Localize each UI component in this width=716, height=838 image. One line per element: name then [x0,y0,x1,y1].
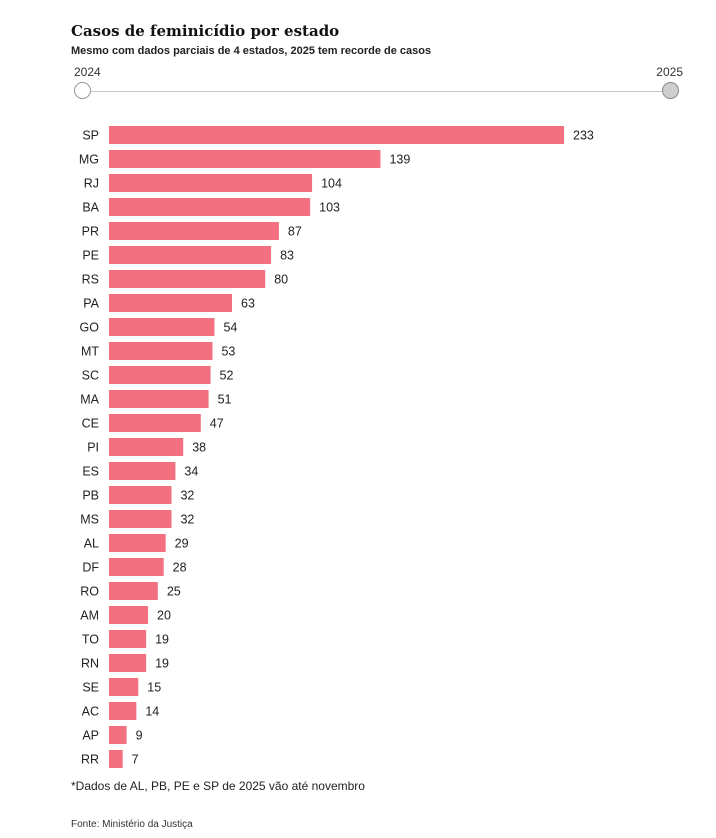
bar-pi[interactable] [109,438,184,456]
value-label-to: 19 [155,633,169,647]
value-label-se: 15 [147,681,161,695]
category-label-ba: BA [82,201,99,215]
slider-knob-start[interactable] [74,82,91,99]
category-label-to: TO [82,633,99,647]
value-label-rs: 80 [274,273,288,287]
value-label-al: 29 [175,537,189,551]
value-label-ce: 47 [210,417,224,431]
bar-pb[interactable] [109,486,172,504]
value-label-pb: 32 [180,489,194,503]
value-label-ma: 51 [218,393,232,407]
slider-end-label: 2025 [656,65,683,79]
value-label-sc: 52 [220,369,234,383]
category-label-sc: SC [82,369,99,383]
bar-ce[interactable] [109,414,201,432]
bar-sp[interactable] [109,126,564,144]
bar-ro[interactable] [109,582,158,600]
category-label-mt: MT [81,345,99,359]
category-label-rr: RR [81,753,99,767]
value-label-mg: 139 [389,153,410,167]
bar-ms[interactable] [109,510,172,528]
category-label-pr: PR [82,225,99,239]
category-label-pa: PA [83,297,99,311]
value-label-rr: 7 [132,753,139,767]
bar-pr[interactable] [109,222,279,240]
category-label-df: DF [82,561,99,575]
slider-start-label: 2024 [74,65,101,79]
category-label-rj: RJ [84,177,99,191]
bar-ma[interactable] [109,390,209,408]
category-label-rn: RN [81,657,99,671]
value-label-pe: 83 [280,249,294,263]
value-label-ac: 14 [145,705,159,719]
bar-ac[interactable] [109,702,137,720]
category-label-pe: PE [82,249,99,263]
year-slider[interactable]: 2024 2025 [71,64,683,108]
bar-rr[interactable] [109,750,123,768]
bar-am[interactable] [109,606,149,624]
bar-sc[interactable] [109,366,211,384]
value-label-pa: 63 [241,297,255,311]
category-label-es: ES [82,465,99,479]
bar-rj[interactable] [109,174,313,192]
value-label-df: 28 [173,561,187,575]
slider-track[interactable] [83,91,671,92]
category-label-al: AL [84,537,99,551]
bar-to[interactable] [109,630,147,648]
bar-mg[interactable] [109,150,381,168]
category-label-am: AM [80,609,99,623]
source-note: Fonte: Ministério da Justiça [71,819,193,830]
value-label-am: 20 [157,609,171,623]
category-label-ms: MS [80,513,99,527]
category-label-ac: AC [82,705,99,719]
value-label-go: 54 [223,321,237,335]
category-label-ma: MA [80,393,99,407]
category-label-sp: SP [82,129,99,143]
category-label-mg: MG [79,153,99,167]
category-label-se: SE [82,681,99,695]
bar-ba[interactable] [109,198,311,216]
value-label-rj: 104 [321,177,342,191]
value-label-ms: 32 [180,513,194,527]
value-label-es: 34 [184,465,198,479]
category-label-ro: RO [80,585,99,599]
chart-subtitle: Mesmo com dados parciais de 4 estados, 2… [71,45,432,57]
bar-pa[interactable] [109,294,233,312]
bar-se[interactable] [109,678,139,696]
value-label-sp: 233 [573,129,594,143]
value-label-ba: 103 [319,201,340,215]
bar-pe[interactable] [109,246,272,264]
value-label-mt: 53 [221,345,235,359]
footnote: *Dados de AL, PB, PE e SP de 2025 vão at… [71,779,365,793]
bar-chart: SP 233 MG 139 RJ 104 BA 103 PR 87 PE 83 RS 80 PA 63 GO 54… [79,126,594,768]
chart-title: Casos de feminicídio por estado [71,22,340,40]
category-label-pi: PI [87,441,99,455]
bar-al[interactable] [109,534,166,552]
slider-knob-end[interactable] [662,82,679,99]
value-label-ro: 25 [167,585,181,599]
value-label-pi: 38 [192,441,206,455]
value-label-rn: 19 [155,657,169,671]
bar-df[interactable] [109,558,164,576]
bar-mt[interactable] [109,342,213,360]
bar-rn[interactable] [109,654,147,672]
category-label-ap: AP [82,729,99,743]
bar-es[interactable] [109,462,176,480]
category-label-pb: PB [82,489,99,503]
category-label-go: GO [80,321,100,335]
bar-ap[interactable] [109,726,127,744]
value-label-pr: 87 [288,225,302,239]
value-label-ap: 9 [136,729,143,743]
bar-go[interactable] [109,318,215,336]
bar-rs[interactable] [109,270,266,288]
category-label-ce: CE [82,417,99,431]
category-label-rs: RS [82,273,99,287]
